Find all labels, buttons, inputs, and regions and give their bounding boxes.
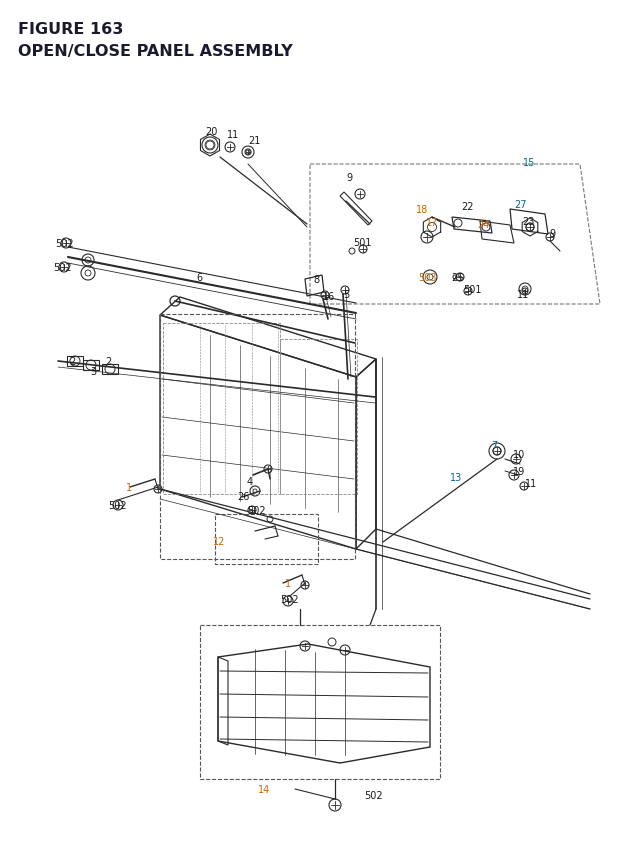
Text: 503: 503 [418, 273, 436, 282]
Text: 502: 502 [364, 790, 383, 800]
Text: 20: 20 [205, 127, 218, 137]
Text: 1: 1 [126, 482, 132, 492]
Text: 502: 502 [280, 594, 299, 604]
Text: 502: 502 [55, 238, 74, 249]
Text: 25: 25 [451, 273, 463, 282]
Text: 501: 501 [463, 285, 481, 294]
Text: 1: 1 [285, 579, 291, 588]
Text: 2: 2 [105, 356, 111, 367]
Text: OPEN/CLOSE PANEL ASSEMBLY: OPEN/CLOSE PANEL ASSEMBLY [18, 44, 292, 59]
Text: 7: 7 [491, 441, 497, 450]
Text: 9: 9 [346, 173, 352, 183]
Text: 2: 2 [69, 356, 76, 367]
Text: 5: 5 [343, 289, 349, 300]
Text: 15: 15 [523, 158, 536, 168]
Text: 502: 502 [108, 500, 127, 511]
Text: 12: 12 [213, 536, 225, 547]
Text: 6: 6 [196, 273, 202, 282]
Text: 17: 17 [426, 218, 438, 228]
Text: 23: 23 [522, 217, 534, 226]
Text: FIGURE 163: FIGURE 163 [18, 22, 124, 37]
Text: 9: 9 [549, 229, 555, 238]
Text: 10: 10 [513, 449, 525, 460]
Text: 27: 27 [514, 200, 527, 210]
Text: 26: 26 [237, 492, 250, 501]
Text: 22: 22 [461, 201, 474, 212]
Text: 501: 501 [353, 238, 371, 248]
Text: 502: 502 [53, 263, 72, 273]
Text: 16: 16 [323, 292, 335, 301]
Text: 4: 4 [247, 476, 253, 486]
Text: 3: 3 [90, 367, 96, 376]
Text: 13: 13 [450, 473, 462, 482]
Text: 11: 11 [525, 479, 537, 488]
Text: 11: 11 [227, 130, 239, 139]
Text: 11: 11 [517, 289, 529, 300]
Text: 19: 19 [513, 467, 525, 476]
Text: 18: 18 [416, 205, 428, 214]
Text: 14: 14 [258, 784, 270, 794]
Text: 24: 24 [477, 220, 490, 230]
Text: 21: 21 [248, 136, 260, 146]
Text: 502: 502 [247, 505, 266, 516]
Text: 8: 8 [313, 275, 319, 285]
